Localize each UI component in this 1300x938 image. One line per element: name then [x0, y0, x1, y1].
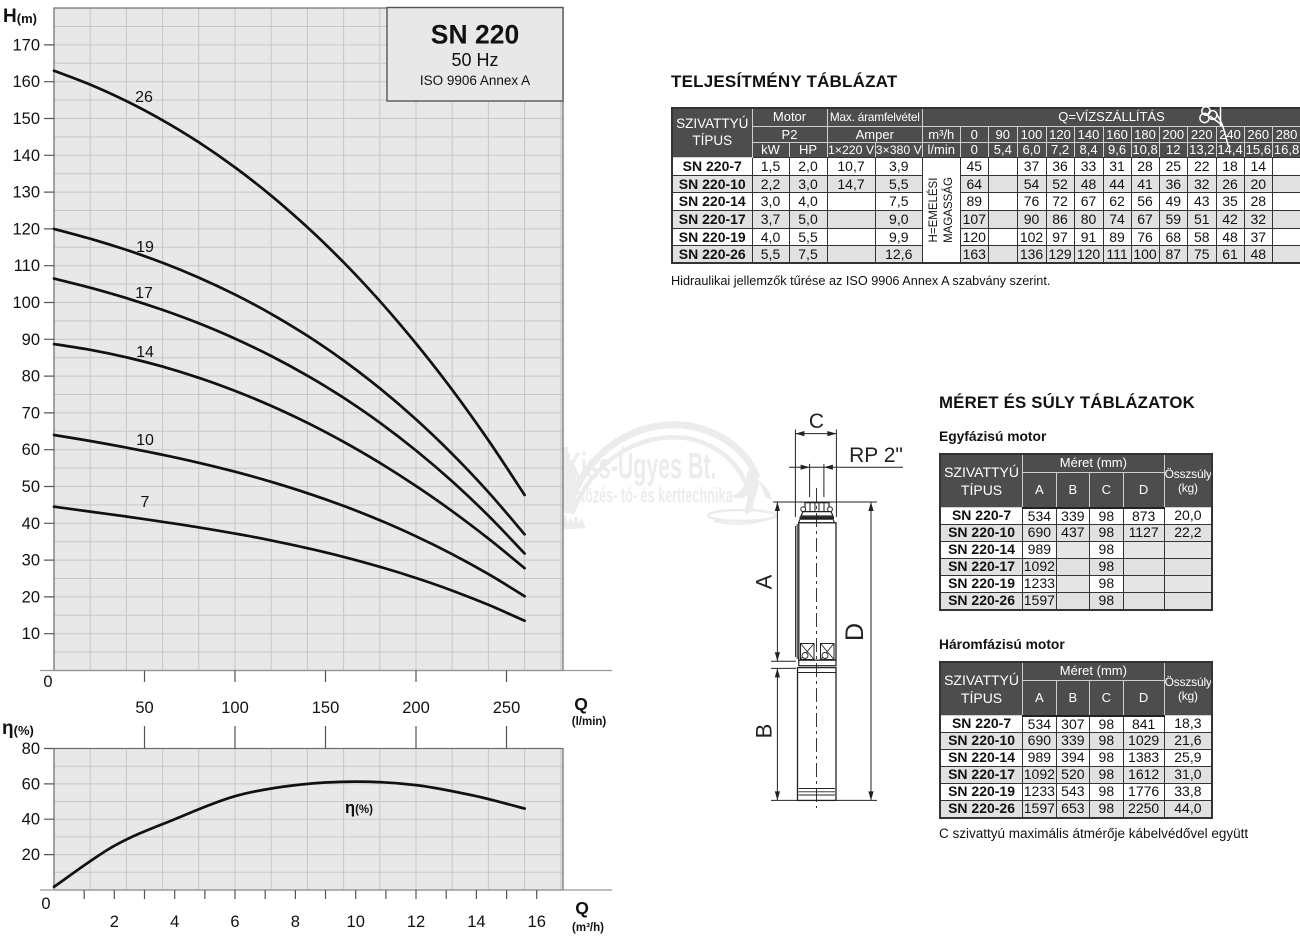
svg-text:16: 16 — [528, 913, 546, 931]
svg-text:0: 0 — [41, 895, 50, 913]
svg-text:250: 250 — [493, 699, 521, 717]
svg-text:0: 0 — [43, 673, 52, 691]
svg-text:Kiss-Ügyes Bt.: Kiss-Ügyes Bt. — [566, 446, 717, 487]
svg-text:80: 80 — [22, 740, 40, 758]
svg-text:2: 2 — [110, 913, 119, 931]
svg-text:150: 150 — [312, 699, 340, 717]
svg-text:8: 8 — [291, 913, 300, 931]
svg-text:60: 60 — [22, 775, 40, 793]
svg-text:D: D — [841, 623, 869, 641]
svg-text:17: 17 — [135, 285, 153, 302]
svg-text:(m³/h): (m³/h) — [572, 922, 604, 934]
svg-text:50: 50 — [22, 478, 40, 496]
svg-text:6: 6 — [230, 913, 239, 931]
svg-text:10: 10 — [22, 625, 40, 643]
svg-text:10: 10 — [136, 432, 154, 449]
svg-text:130: 130 — [12, 184, 40, 202]
svg-text:140: 140 — [12, 147, 40, 165]
svg-text:14: 14 — [467, 913, 485, 931]
svg-text:10: 10 — [347, 913, 365, 931]
svg-text:60: 60 — [22, 441, 40, 459]
svg-text:H(m): H(m) — [3, 6, 37, 27]
svg-text:50: 50 — [135, 699, 153, 717]
svg-text:B: B — [751, 724, 776, 739]
svg-text:26: 26 — [135, 89, 153, 106]
svg-text:30: 30 — [22, 552, 40, 570]
svg-text:40: 40 — [22, 515, 40, 533]
svg-text:12: 12 — [407, 913, 425, 931]
svg-text:80: 80 — [22, 368, 40, 386]
svg-text:19: 19 — [136, 239, 154, 256]
svg-text:Q: Q — [575, 898, 589, 918]
svg-text:50 Hz: 50 Hz — [451, 50, 498, 70]
svg-text:A: A — [751, 574, 776, 589]
svg-text:öntözés- tó- és kerttechnika: öntözés- tó- és kerttechnika — [566, 485, 733, 508]
svg-text:20: 20 — [22, 588, 40, 606]
svg-text:7: 7 — [141, 494, 150, 511]
svg-text:C: C — [809, 410, 824, 433]
svg-text:40: 40 — [22, 811, 40, 829]
svg-text:200: 200 — [402, 699, 430, 717]
svg-text:20: 20 — [22, 846, 40, 864]
svg-text:150: 150 — [12, 110, 40, 128]
svg-text:90: 90 — [22, 331, 40, 349]
svg-text:110: 110 — [14, 257, 40, 275]
svg-text:160: 160 — [12, 73, 40, 91]
svg-text:170: 170 — [12, 36, 40, 54]
svg-text:100: 100 — [12, 294, 40, 312]
svg-text:η(%): η(%) — [2, 718, 34, 739]
svg-text:η(%): η(%) — [345, 799, 373, 817]
svg-text:4: 4 — [170, 913, 179, 931]
svg-text:14: 14 — [136, 344, 154, 361]
svg-text:70: 70 — [22, 404, 40, 422]
svg-text:100: 100 — [221, 699, 249, 717]
svg-text:ISO 9906 Annex A: ISO 9906 Annex A — [420, 73, 530, 88]
svg-text:Q: Q — [574, 694, 588, 714]
svg-text:(l/min): (l/min) — [572, 716, 607, 728]
svg-text:120: 120 — [12, 220, 40, 238]
svg-text:SN 220: SN 220 — [431, 20, 519, 50]
svg-text:RP 2": RP 2" — [849, 444, 903, 467]
